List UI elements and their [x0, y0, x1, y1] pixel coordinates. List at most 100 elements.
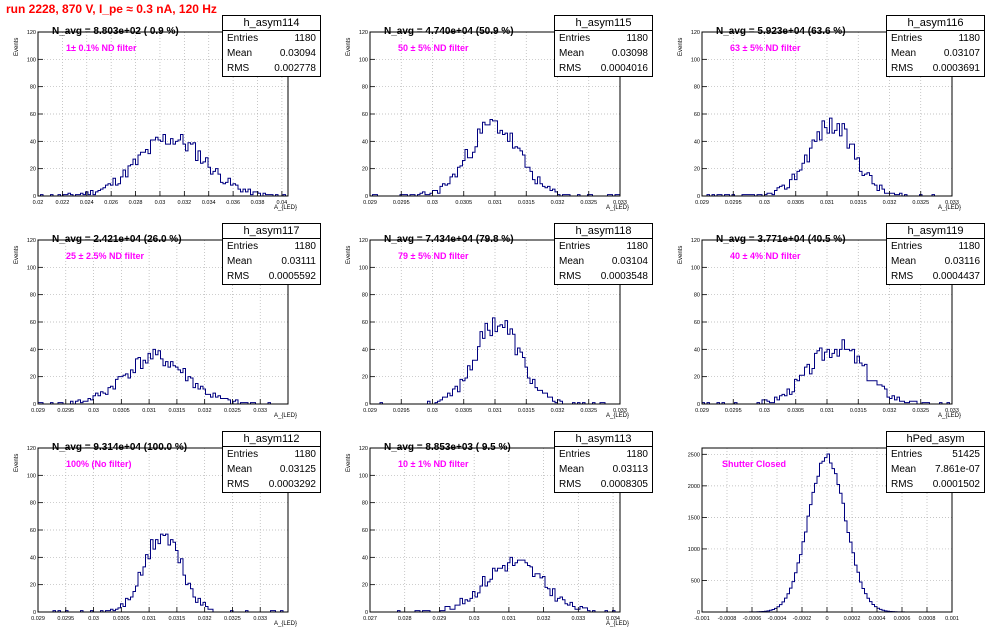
y-tick-label: 100 — [691, 57, 700, 63]
histogram-panel: 0.029 0.0295 0.03 0.0305 0.031 0.0315 0.032 0.0… — [0, 430, 322, 630]
x-tick-label: 0.026 — [104, 200, 118, 206]
stats-row-mean: Mean 0.03104 — [555, 254, 652, 269]
stats-value: 1180 — [626, 241, 648, 252]
y-tick-label: 40 — [30, 347, 36, 353]
y-tick-label: 0 — [365, 194, 368, 200]
x-tick-label: 0.0295 — [393, 408, 410, 414]
stats-row-rms: RMS 0.0003691 — [887, 61, 984, 76]
stats-row-rms: RMS 0.0003292 — [223, 477, 320, 492]
stats-key: Entries — [227, 449, 259, 460]
stats-key: RMS — [559, 271, 582, 282]
y-tick-label: 0 — [365, 402, 368, 408]
y-tick-label: 60 — [30, 320, 36, 326]
stats-row-mean: Mean 7.861e-07 — [887, 462, 984, 477]
y-tick-label: 20 — [30, 167, 36, 173]
x-tick-label: 0.036 — [226, 200, 240, 206]
filter-label: 63 ± 5% ND filter — [730, 43, 801, 53]
y-tick-label: 1500 — [688, 515, 700, 521]
x-tick-label: 0.0315 — [850, 200, 867, 206]
stats-value: 51425 — [952, 449, 980, 460]
stats-value: 1180 — [958, 33, 980, 44]
filter-label: 79 ± 5% ND filter — [398, 251, 469, 261]
y-tick-label: 1000 — [688, 547, 700, 553]
stats-row-entries: Entries 1180 — [555, 31, 652, 46]
x-tick-label: 0.032 — [198, 616, 212, 622]
y-tick-label: 80 — [694, 293, 700, 299]
stats-value: 0.03125 — [279, 464, 316, 475]
x-tick-label: 0.034 — [202, 200, 216, 206]
n-avg-label: N_avg = 2.421e+04 (26.0 %) — [52, 234, 182, 245]
stats-row-rms: RMS 0.0005592 — [223, 269, 320, 284]
stats-value: 0.03104 — [611, 256, 648, 267]
x-axis-label: A_{LED} — [274, 413, 298, 419]
histogram-series — [701, 339, 952, 405]
x-tick-label: 0.0315 — [168, 616, 185, 622]
y-axis-label: Events — [346, 245, 352, 264]
y-tick-label: 100 — [359, 265, 368, 271]
x-axis-label: A_{LED} — [606, 413, 630, 419]
x-tick-label: 0.0305 — [787, 200, 804, 206]
n-avg-label: N_avg = 5.923e+04 (63.6 %) — [716, 26, 846, 37]
y-axis-label: Events — [14, 245, 20, 264]
x-tick-label: 0.029 — [695, 200, 709, 206]
stats-value: 0.03111 — [281, 256, 316, 267]
stats-key: Entries — [227, 33, 259, 44]
y-tick-label: 0 — [697, 610, 700, 616]
stats-value: 1180 — [626, 449, 648, 460]
x-tick-label: 0.0006 — [894, 616, 911, 622]
stats-value: 0.0008305 — [600, 479, 648, 490]
x-tick-label: 0.033 — [945, 200, 959, 206]
y-axis-label: Events — [678, 245, 684, 264]
stats-box-title: h_asym116 — [887, 16, 984, 31]
y-tick-label: 100 — [27, 57, 36, 63]
y-tick-label: 120 — [691, 238, 700, 244]
histogram-panel: 0.029 0.0295 0.03 0.0305 0.031 0.0315 0.032 0.0… — [332, 14, 654, 214]
x-tick-label: 0.0315 — [168, 408, 185, 414]
filter-label: 50 ± 5% ND filter — [398, 43, 469, 53]
y-tick-label: 120 — [27, 30, 36, 36]
stats-value: 7.861e-07 — [934, 464, 980, 475]
y-tick-label: 60 — [30, 528, 36, 534]
x-tick-label: 0.033 — [571, 616, 585, 622]
y-tick-label: 120 — [359, 238, 368, 244]
stats-box-title: h_asym119 — [887, 224, 984, 239]
y-tick-label: 100 — [27, 473, 36, 479]
stats-row-entries: Entries 1180 — [555, 239, 652, 254]
stats-key: RMS — [227, 271, 250, 282]
y-tick-label: 0 — [365, 610, 368, 616]
x-tick-label: -0.0008 — [718, 616, 737, 622]
x-tick-label: 0.0305 — [455, 200, 472, 206]
stats-row-mean: Mean 0.03113 — [555, 462, 652, 477]
stats-key: Mean — [891, 464, 917, 475]
stats-row-mean: Mean 0.03125 — [223, 462, 320, 477]
stats-row-entries: Entries 1180 — [223, 239, 320, 254]
stats-key: RMS — [227, 479, 250, 490]
x-tick-label: 0.033 — [253, 408, 267, 414]
stats-key: Entries — [559, 241, 591, 252]
y-tick-label: 60 — [694, 320, 700, 326]
stats-box: h_asym113 Entries 1180 Mean 0.03113 RMS 0.0008… — [554, 431, 653, 493]
histogram-panel: 0.029 0.0295 0.03 0.0305 0.031 0.0315 0.032 0.0… — [664, 222, 986, 422]
y-axis-label: Events — [346, 37, 352, 56]
x-tick-label: 0.001 — [945, 616, 959, 622]
histogram-panel: 0.027 0.028 0.029 0.03 0.031 0.032 0.033 0.034 0… — [332, 430, 654, 630]
y-tick-label: 80 — [30, 85, 36, 91]
stats-value: 0.0003691 — [932, 63, 980, 74]
stats-key: Mean — [559, 464, 585, 475]
stats-key: Entries — [891, 449, 923, 460]
stats-row-mean: Mean 0.03094 — [223, 46, 320, 61]
x-tick-label: 0.0305 — [113, 408, 130, 414]
y-tick-label: 20 — [694, 375, 700, 381]
x-tick-label: 0.028 — [398, 616, 412, 622]
x-tick-label: 0.032 — [537, 616, 551, 622]
histogram-series — [37, 348, 288, 405]
n-avg-label: N_avg = 7.434e+04 (79.8 %) — [384, 234, 514, 245]
stats-value: 1180 — [294, 449, 316, 460]
y-tick-label: 120 — [691, 30, 700, 36]
y-tick-label: 40 — [694, 347, 700, 353]
y-tick-label: 20 — [30, 583, 36, 589]
x-tick-label: 0.029 — [695, 408, 709, 414]
x-tick-label: 0.029 — [31, 616, 45, 622]
y-tick-label: 60 — [30, 112, 36, 118]
stats-row-rms: RMS 0.0004016 — [555, 61, 652, 76]
